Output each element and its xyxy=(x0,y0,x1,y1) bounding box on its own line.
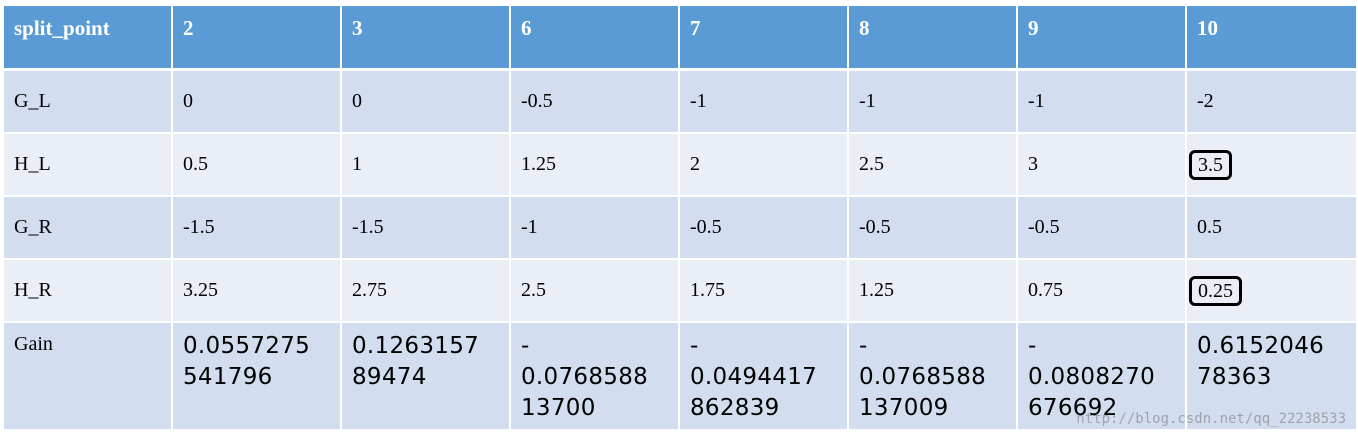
split-gain-table: split_point 2 3 6 7 8 9 10 G_L 0 0 -0.5 … xyxy=(4,6,1356,429)
row-label: H_R xyxy=(4,260,173,323)
gain-cell: 0.0557275 541796 xyxy=(173,323,342,429)
gain-line: - xyxy=(521,333,530,359)
table-row-h-l: H_L 0.5 1 1.25 2 2.5 3 3.5 xyxy=(4,134,1356,197)
header-cell: 3 xyxy=(342,6,511,71)
row-label: Gain xyxy=(4,323,173,429)
row-label: G_R xyxy=(4,197,173,260)
gain-line: - xyxy=(690,333,699,359)
gain-line: 137009 xyxy=(859,395,949,421)
row-label: H_L xyxy=(4,134,173,197)
table-cell: -1 xyxy=(1018,71,1187,134)
table-cell: -0.5 xyxy=(680,197,849,260)
table-cell: 2.5 xyxy=(849,134,1018,197)
gain-line: 0.0494417 xyxy=(690,364,818,390)
header-cell: 10 xyxy=(1187,6,1356,71)
table-cell: -0.5 xyxy=(1018,197,1187,260)
header-cell: 2 xyxy=(173,6,342,71)
header-cell: 8 xyxy=(849,6,1018,71)
table-row-gain: Gain 0.0557275 541796 0.1263157 89474 - … xyxy=(4,323,1356,429)
watermark-text: http://blog.csdn.net/qq_22238533 xyxy=(1076,411,1346,427)
gain-line: 541796 xyxy=(183,364,273,390)
table-cell: 0.5 xyxy=(1187,197,1356,260)
table-cell: -2 xyxy=(1187,71,1356,134)
gain-cell: - 0.0768588 137009 xyxy=(849,323,1018,429)
table-cell: 0 xyxy=(173,71,342,134)
highlighted-value-box: 3.5 xyxy=(1189,149,1232,180)
table-row-h-r: H_R 3.25 2.75 2.5 1.75 1.25 0.75 0.25 xyxy=(4,260,1356,323)
table-cell: -1.5 xyxy=(173,197,342,260)
table-cell: 2 xyxy=(680,134,849,197)
table-row-g-r: G_R -1.5 -1.5 -1 -0.5 -0.5 -0.5 0.5 xyxy=(4,197,1356,260)
gain-line: 676692 xyxy=(1028,395,1118,421)
table-cell: 1.25 xyxy=(511,134,680,197)
table-cell: 2.75 xyxy=(342,260,511,323)
table-cell: 1.25 xyxy=(849,260,1018,323)
gain-line: 78363 xyxy=(1197,364,1272,390)
highlighted-value-box: 0.25 xyxy=(1189,275,1242,306)
table-cell: 1.75 xyxy=(680,260,849,323)
table-cell: -1 xyxy=(680,71,849,134)
table-cell: 0.25 xyxy=(1187,260,1356,323)
header-cell: 7 xyxy=(680,6,849,71)
gain-cell: - 0.0768588 13700 xyxy=(511,323,680,429)
gain-line: 13700 xyxy=(521,395,596,421)
gain-cell: - 0.0494417 862839 xyxy=(680,323,849,429)
table-cell: 0.75 xyxy=(1018,260,1187,323)
table-cell: 0.5 xyxy=(173,134,342,197)
gain-cell: 0.1263157 89474 xyxy=(342,323,511,429)
table-cell: -1 xyxy=(511,197,680,260)
table-cell: -0.5 xyxy=(511,71,680,134)
table-cell: 0 xyxy=(342,71,511,134)
table-cell: 3.5 xyxy=(1187,134,1356,197)
gain-line: 0.0808270 xyxy=(1028,364,1156,390)
gain-line: 89474 xyxy=(352,364,427,390)
gain-line: 0.1263157 xyxy=(352,333,480,359)
gain-line: 0.0768588 xyxy=(521,364,649,390)
table-cell: -1 xyxy=(849,71,1018,134)
table-row-g-l: G_L 0 0 -0.5 -1 -1 -1 -2 xyxy=(4,71,1356,134)
header-row: split_point 2 3 6 7 8 9 10 xyxy=(4,6,1356,71)
gain-line: 862839 xyxy=(690,395,780,421)
table-cell: -1.5 xyxy=(342,197,511,260)
gain-cell: - 0.0808270 676692 xyxy=(1018,323,1187,429)
gain-line: 0.0768588 xyxy=(859,364,987,390)
gain-line: - xyxy=(859,333,868,359)
gain-cell: 0.6152046 78363 xyxy=(1187,323,1356,429)
table-cell: 1 xyxy=(342,134,511,197)
header-cell: split_point xyxy=(4,6,173,71)
table-cell: -0.5 xyxy=(849,197,1018,260)
gain-line: - xyxy=(1028,333,1037,359)
header-cell: 6 xyxy=(511,6,680,71)
gain-line: 0.6152046 xyxy=(1197,333,1325,359)
row-label: G_L xyxy=(4,71,173,134)
gain-line: 0.0557275 xyxy=(183,333,311,359)
table-cell: 3 xyxy=(1018,134,1187,197)
table-cell: 2.5 xyxy=(511,260,680,323)
header-cell: 9 xyxy=(1018,6,1187,71)
table-cell: 3.25 xyxy=(173,260,342,323)
